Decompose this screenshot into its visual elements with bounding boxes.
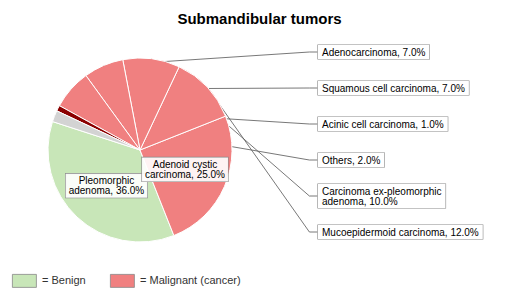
svg-text:Adenocarcinoma, 7.0%: Adenocarcinoma, 7.0% <box>322 47 426 58</box>
svg-text:Others, 2.0%: Others, 2.0% <box>322 155 380 166</box>
svg-text:adenoma, 36.0%: adenoma, 36.0% <box>69 185 145 196</box>
svg-text:Submandibular tumors: Submandibular tumors <box>177 10 341 27</box>
svg-text:Mucoepidermoid carcinoma, 12.0: Mucoepidermoid carcinoma, 12.0% <box>322 227 479 238</box>
svg-text:= Malignant (cancer): = Malignant (cancer) <box>140 274 241 286</box>
svg-text:adenoma, 10.0%: adenoma, 10.0% <box>322 196 398 207</box>
svg-text:Acinic cell carcinoma, 1.0%: Acinic cell carcinoma, 1.0% <box>322 119 444 130</box>
svg-text:Adenoid cystic: Adenoid cystic <box>152 159 218 170</box>
svg-text:= Benign: = Benign <box>42 274 86 286</box>
svg-text:Pleomorphic: Pleomorphic <box>78 175 135 187</box>
svg-text:carcinoma, 25.0%: carcinoma, 25.0% <box>145 169 225 180</box>
svg-text:Carcinoma ex-pleomorphic: Carcinoma ex-pleomorphic <box>322 185 442 197</box>
svg-text:Squamous cell carcinoma, 7.0%: Squamous cell carcinoma, 7.0% <box>322 83 465 94</box>
